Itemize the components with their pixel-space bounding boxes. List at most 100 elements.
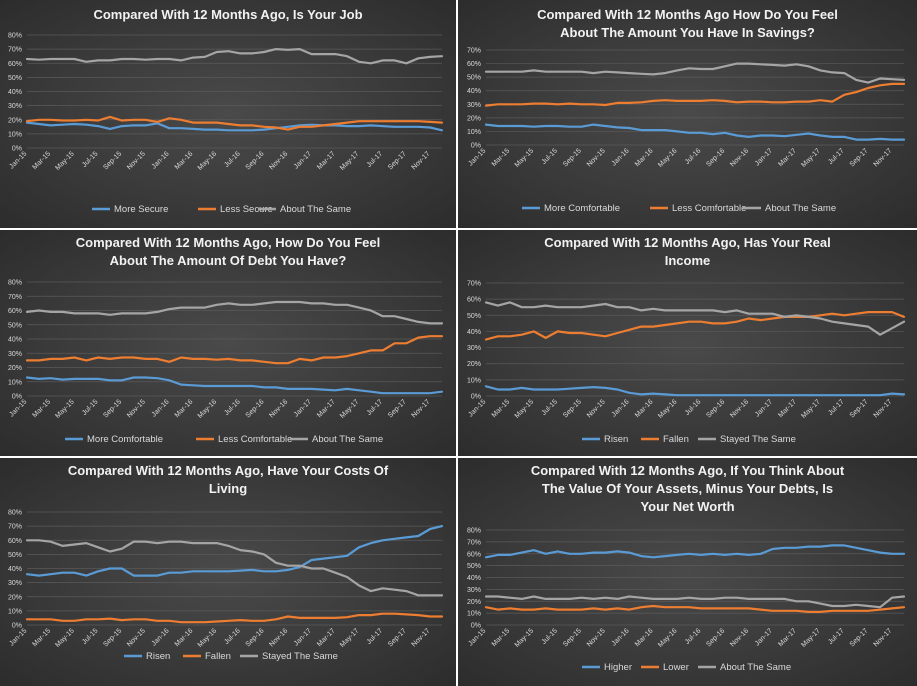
y-tick-label: 50% (467, 75, 481, 82)
chart-title: Compared With 12 Months Ago, If You Thin… (531, 463, 845, 478)
x-tick-label: May-15 (54, 398, 76, 420)
y-tick-label: 30% (8, 103, 22, 110)
series-line-about-the-same (484, 62, 906, 84)
x-tick-label: Jul-16 (684, 398, 703, 417)
x-tick-label: Nov-17 (873, 147, 894, 168)
x-tick-label: Sep-17 (387, 398, 408, 419)
x-tick-label: Jan-15 (8, 398, 28, 418)
series-line-less-comfortable (484, 82, 906, 107)
y-tick-label: 60% (8, 61, 22, 68)
series-line-stayed-the-same (25, 539, 444, 597)
y-tick-label: 40% (467, 575, 481, 582)
x-tick-label: May-16 (657, 398, 679, 420)
y-tick-label: 60% (8, 308, 22, 315)
x-tick-label: Mar-16 (634, 147, 655, 168)
y-tick-label: 40% (467, 329, 481, 336)
x-tick-label: Sep-16 (245, 150, 266, 171)
x-tick-label: May-16 (657, 147, 679, 169)
x-tick-label: Sep-17 (849, 398, 870, 419)
x-tick-label: Nov-16 (729, 627, 750, 648)
legend-label: Less Comfortable (672, 203, 746, 214)
x-tick-label: Jan-16 (151, 150, 171, 170)
x-tick-label: Jul-15 (81, 150, 100, 169)
series-line-risen (484, 385, 906, 397)
series-line-more-secure (25, 121, 444, 132)
x-tick-label: Jan-16 (611, 627, 631, 647)
series-line-stayed-the-same (484, 301, 906, 336)
series-line-about-the-same (484, 595, 906, 609)
x-tick-label: Jan-17 (293, 627, 313, 647)
series-line-less-secure (25, 115, 444, 131)
x-tick-label: Jan-15 (467, 398, 487, 418)
y-tick-label: 10% (467, 377, 481, 384)
chart-title: About The Amount Of Debt You Have? (110, 253, 347, 268)
series-line-higher (484, 544, 906, 559)
y-tick-label: 40% (467, 88, 481, 95)
y-tick-label: 0% (471, 623, 481, 630)
y-tick-label: 0% (471, 143, 481, 150)
x-tick-label: Mar-15 (491, 627, 512, 648)
x-tick-label: Sep-17 (387, 627, 408, 648)
legend-label: Less Secure (220, 204, 273, 215)
x-tick-label: Jul-17 (366, 150, 385, 169)
x-tick-label: Mar-17 (777, 147, 798, 168)
x-tick-label: Nov-15 (586, 147, 607, 168)
x-tick-label: Nov-16 (268, 627, 289, 648)
chart-svg: Compared With 12 Months Ago, Have Your C… (8, 463, 444, 662)
y-tick-label: 40% (8, 566, 22, 573)
chart-svg: Compared With 12 Months Ago, Is Your Job… (8, 7, 444, 215)
chart-title: About The Amount You Have In Savings? (560, 25, 815, 40)
x-tick-label: Jan-16 (151, 398, 171, 418)
x-tick-label: Nov-15 (126, 150, 147, 171)
x-tick-label: Sep-15 (102, 627, 123, 648)
y-tick-label: 70% (8, 47, 22, 54)
x-tick-label: May-15 (54, 150, 76, 172)
x-tick-label: Nov-16 (729, 147, 750, 168)
y-tick-label: 50% (467, 313, 481, 320)
x-tick-label: May-16 (657, 627, 679, 649)
legend-label: Risen (146, 651, 170, 662)
legend-label: About The Same (720, 662, 791, 673)
y-tick-label: 50% (8, 552, 22, 559)
x-tick-label: Nov-15 (126, 398, 147, 419)
x-tick-label: Sep-15 (562, 398, 583, 419)
chart-title: Compared With 12 Months Ago, Is Your Job (93, 7, 362, 22)
x-tick-label: Sep-15 (102, 150, 123, 171)
x-tick-label: Jul-16 (684, 147, 703, 166)
x-tick-label: Nov-17 (411, 398, 432, 419)
x-tick-label: May-16 (197, 627, 219, 649)
x-tick-label: Mar-17 (316, 398, 337, 419)
y-tick-label: 20% (467, 599, 481, 606)
chart-panel-real-income: Compared With 12 Months Ago, Has Your Re… (458, 230, 917, 456)
legend-label: Higher (604, 662, 632, 673)
legend-label: More Comfortable (544, 203, 620, 214)
x-tick-label: Sep-15 (562, 627, 583, 648)
y-tick-label: 60% (8, 538, 22, 545)
series-line-more-comfortable (25, 376, 444, 395)
x-tick-label: Mar-17 (316, 627, 337, 648)
x-tick-label: Jan-17 (293, 150, 313, 170)
chart-panel-costs-of-living: Compared With 12 Months Ago, Have Your C… (0, 458, 456, 686)
x-tick-label: Mar-15 (31, 398, 52, 419)
x-tick-label: Jan-15 (8, 150, 28, 170)
y-tick-label: 50% (467, 563, 481, 570)
series-line-about-the-same (25, 300, 444, 325)
x-tick-label: May-17 (800, 398, 822, 420)
x-tick-label: Mar-16 (634, 627, 655, 648)
y-tick-label: 80% (8, 510, 22, 517)
y-tick-label: 20% (8, 365, 22, 372)
y-tick-label: 70% (467, 539, 481, 546)
y-tick-label: 50% (8, 322, 22, 329)
y-tick-label: 80% (8, 280, 22, 287)
y-tick-label: 0% (12, 623, 22, 630)
legend-label: Fallen (205, 651, 231, 662)
x-tick-label: May-17 (800, 147, 822, 169)
x-tick-label: Mar-16 (174, 150, 195, 171)
legend-label: About The Same (312, 434, 383, 445)
chart-title: Compared With 12 Months Ago, Have Your C… (68, 463, 389, 478)
x-tick-label: Sep-16 (705, 398, 726, 419)
x-tick-label: Jan-16 (611, 147, 631, 167)
x-tick-label: Sep-16 (245, 398, 266, 419)
x-tick-label: Sep-16 (705, 147, 726, 168)
x-tick-label: May-16 (197, 398, 219, 420)
